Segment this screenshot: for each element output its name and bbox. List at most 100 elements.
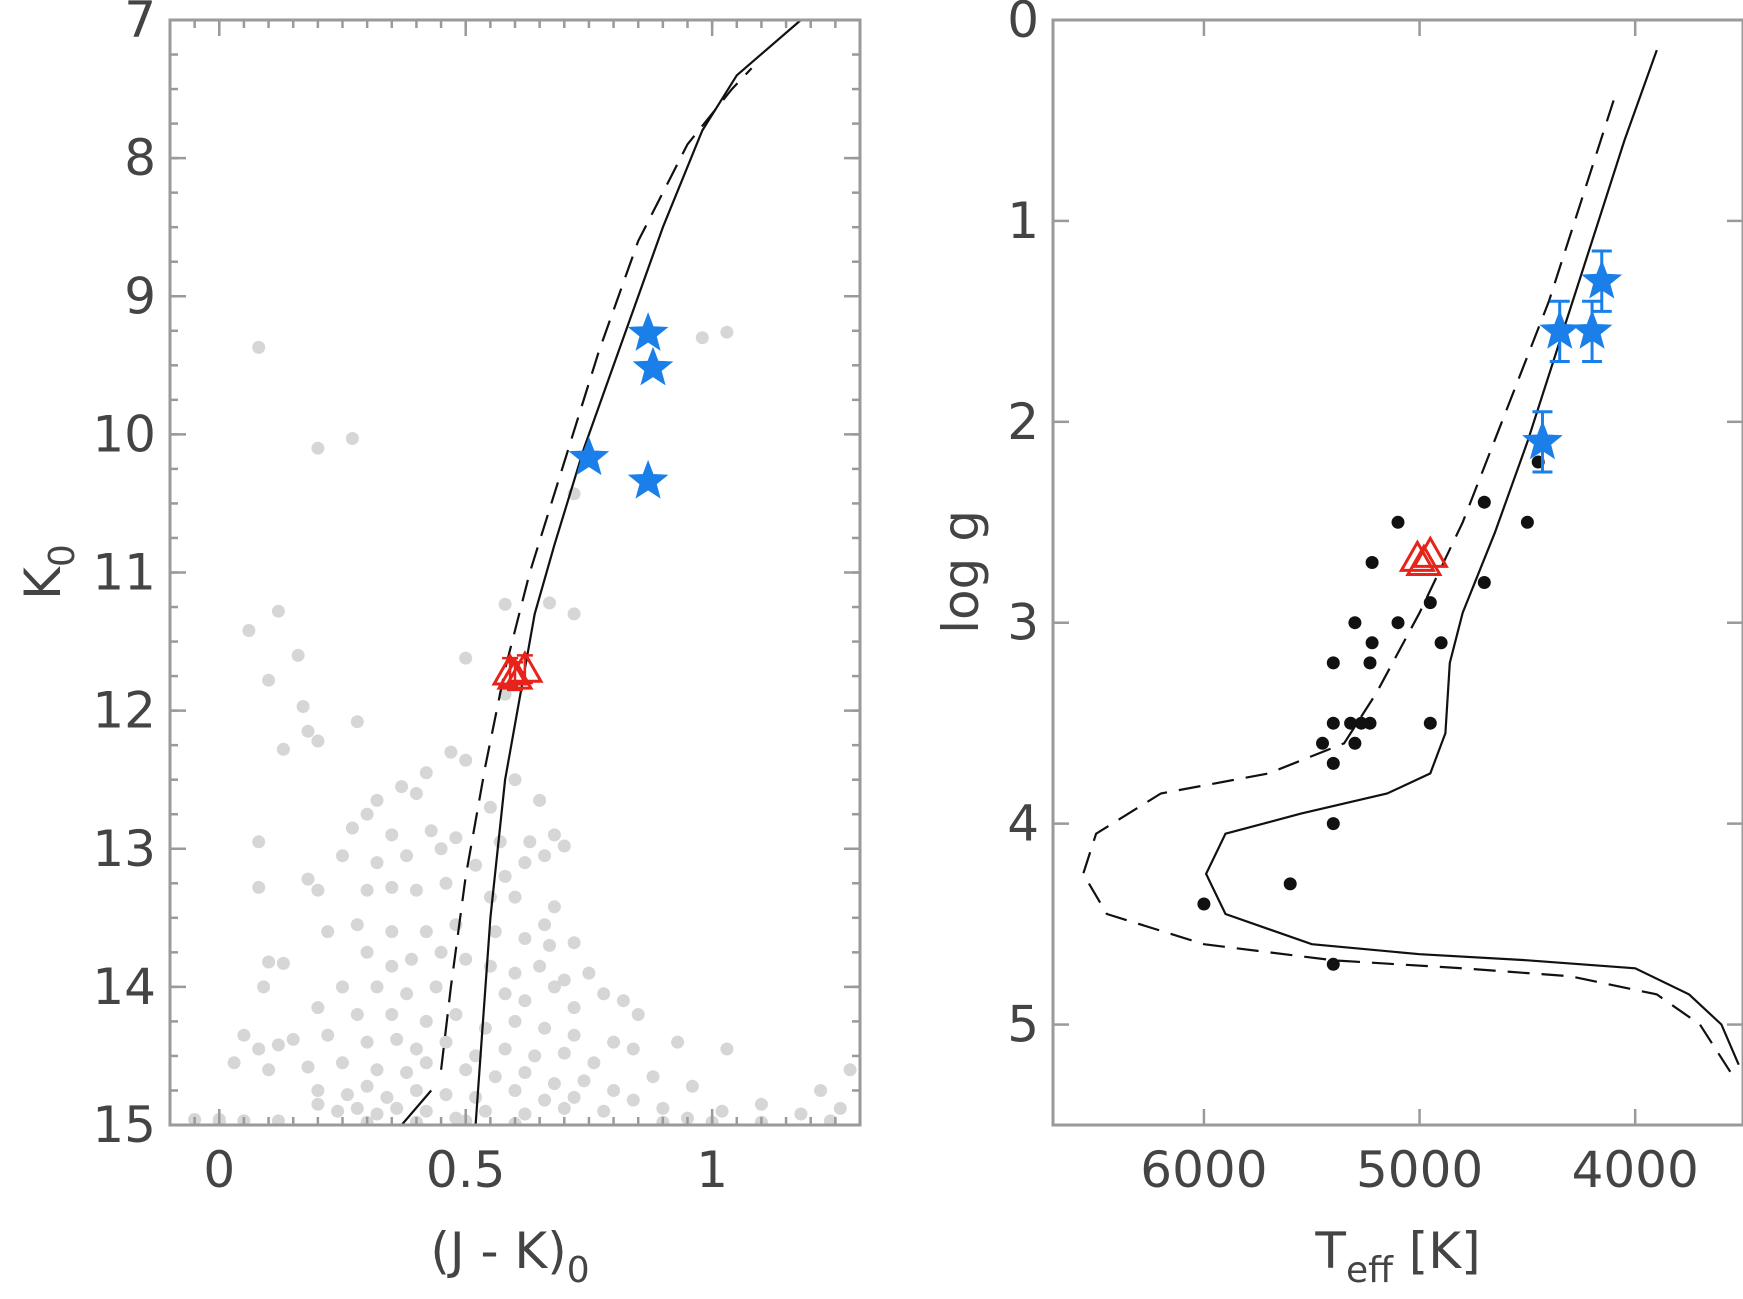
left-dot-point	[631, 1008, 645, 1021]
left-dot-point	[483, 890, 497, 904]
left-dot-point	[518, 1066, 532, 1079]
left-dot-point	[543, 938, 556, 952]
left-dot-point	[547, 828, 561, 842]
left-dot-point	[478, 1021, 492, 1035]
left-dot-point	[271, 604, 285, 618]
left-triangle-point	[496, 657, 534, 690]
left-x-tick-label: 0.5	[426, 1141, 506, 1199]
left-dot-point	[498, 597, 512, 611]
left-dot-point	[370, 1063, 384, 1077]
left-dot-point	[439, 1088, 453, 1102]
left-dot-point	[242, 624, 256, 637]
left-dot-point	[577, 1074, 591, 1088]
left-panel: 0 0.5 1 7 8 9 10 11 12 13 14 15 (J - K)0 K0	[14, 0, 862, 1291]
left-solid-curve	[400, 1089, 433, 1125]
left-solid-curve	[474, 20, 802, 1125]
left-y-axis-label: K0	[14, 544, 83, 600]
left-dot-point	[518, 994, 532, 1008]
right-star-point	[1581, 259, 1623, 299]
left-dot-point	[488, 1070, 502, 1084]
left-dot-point	[607, 1035, 621, 1049]
left-dot-point	[582, 966, 596, 980]
left-y-tick-label: 7	[124, 0, 156, 49]
left-dot-point	[409, 1042, 423, 1056]
right-dot-point	[1344, 716, 1358, 730]
left-dot-point	[493, 835, 507, 849]
left-dot-point	[331, 1104, 345, 1118]
left-dot-point	[311, 441, 325, 455]
left-dot-point	[518, 1107, 532, 1121]
left-dot-point	[538, 918, 552, 932]
left-dot-point	[823, 1114, 837, 1125]
right-panel: 6000 5000 4000 0 1 2 3 4 5 Teff [K] log g	[932, 0, 1743, 1291]
left-dot-point	[350, 1008, 364, 1021]
left-dot-point	[271, 1114, 285, 1125]
right-y-axis-label: log g	[932, 510, 990, 634]
left-dot-point	[459, 952, 473, 966]
left-dot-point	[291, 648, 305, 662]
left-dot-point	[276, 956, 290, 970]
left-dot-point	[400, 987, 414, 1001]
left-dot-point	[390, 1032, 404, 1046]
left-plot-marks	[188, 20, 857, 1125]
left-dot-point	[469, 858, 483, 872]
right-dot-point	[1326, 716, 1340, 730]
left-dot-point	[301, 1060, 315, 1074]
left-dot-point	[754, 1097, 768, 1111]
left-dot-point	[419, 1014, 433, 1028]
left-dot-point	[370, 856, 384, 870]
left-dot-point	[557, 973, 571, 987]
left-dot-point	[350, 715, 364, 729]
left-dot-point	[434, 945, 448, 959]
right-x-tick-label: 5000	[1356, 1141, 1483, 1199]
left-dot-point	[390, 1101, 404, 1115]
right-triangle-point	[1398, 539, 1436, 572]
left-dot-point	[557, 839, 571, 853]
left-dot-point	[459, 753, 473, 767]
right-dot-point	[1423, 716, 1437, 730]
left-dot-point	[567, 1028, 581, 1042]
left-x-tick-label: 0	[203, 1141, 235, 1199]
left-dot-point	[533, 793, 547, 807]
left-dot-point	[385, 880, 399, 894]
left-dot-point	[360, 1035, 374, 1049]
right-y-tick-label: 2	[1007, 393, 1039, 451]
left-y-tick-label: 10	[92, 405, 156, 463]
left-dot-point	[720, 1042, 734, 1056]
left-dot-point	[449, 831, 463, 845]
left-dot-point	[385, 828, 399, 842]
left-dot-point	[419, 925, 433, 939]
left-dot-point	[350, 1101, 364, 1115]
left-dot-point	[252, 880, 266, 894]
left-dot-point	[508, 1014, 522, 1028]
left-star-point	[632, 346, 674, 386]
left-dot-point	[286, 1032, 300, 1046]
left-dot-point	[380, 1090, 394, 1104]
left-dot-point	[301, 872, 315, 886]
left-dot-point	[419, 766, 433, 780]
left-dot-point	[311, 883, 325, 897]
right-dot-point	[1520, 515, 1534, 529]
left-dot-point	[833, 1101, 847, 1115]
left-dot-point	[843, 1063, 857, 1077]
left-axis-ticks: 0 0.5 1 7 8 9 10 11 12 13 14 15	[92, 0, 862, 1199]
left-dot-point	[547, 900, 561, 914]
left-dot-point	[252, 340, 266, 354]
right-dot-point	[1326, 817, 1340, 831]
left-y-tick-label: 12	[92, 682, 156, 740]
left-dot-point	[523, 835, 537, 849]
left-y-tick-label: 11	[92, 544, 156, 602]
right-triangle-point	[1405, 543, 1443, 576]
left-dot-point	[695, 331, 709, 345]
left-dot-point	[518, 932, 532, 945]
left-dot-point	[498, 987, 512, 1001]
left-dot-point	[262, 1063, 276, 1077]
left-dot-point	[646, 1070, 660, 1084]
left-dot-point	[419, 1056, 433, 1070]
left-dot-point	[498, 869, 512, 883]
right-dot-point	[1391, 515, 1405, 529]
left-dot-point	[518, 856, 532, 870]
left-dot-point	[587, 1056, 601, 1070]
left-x-tick-label: 1	[696, 1141, 728, 1199]
left-dot-point	[340, 1088, 354, 1102]
